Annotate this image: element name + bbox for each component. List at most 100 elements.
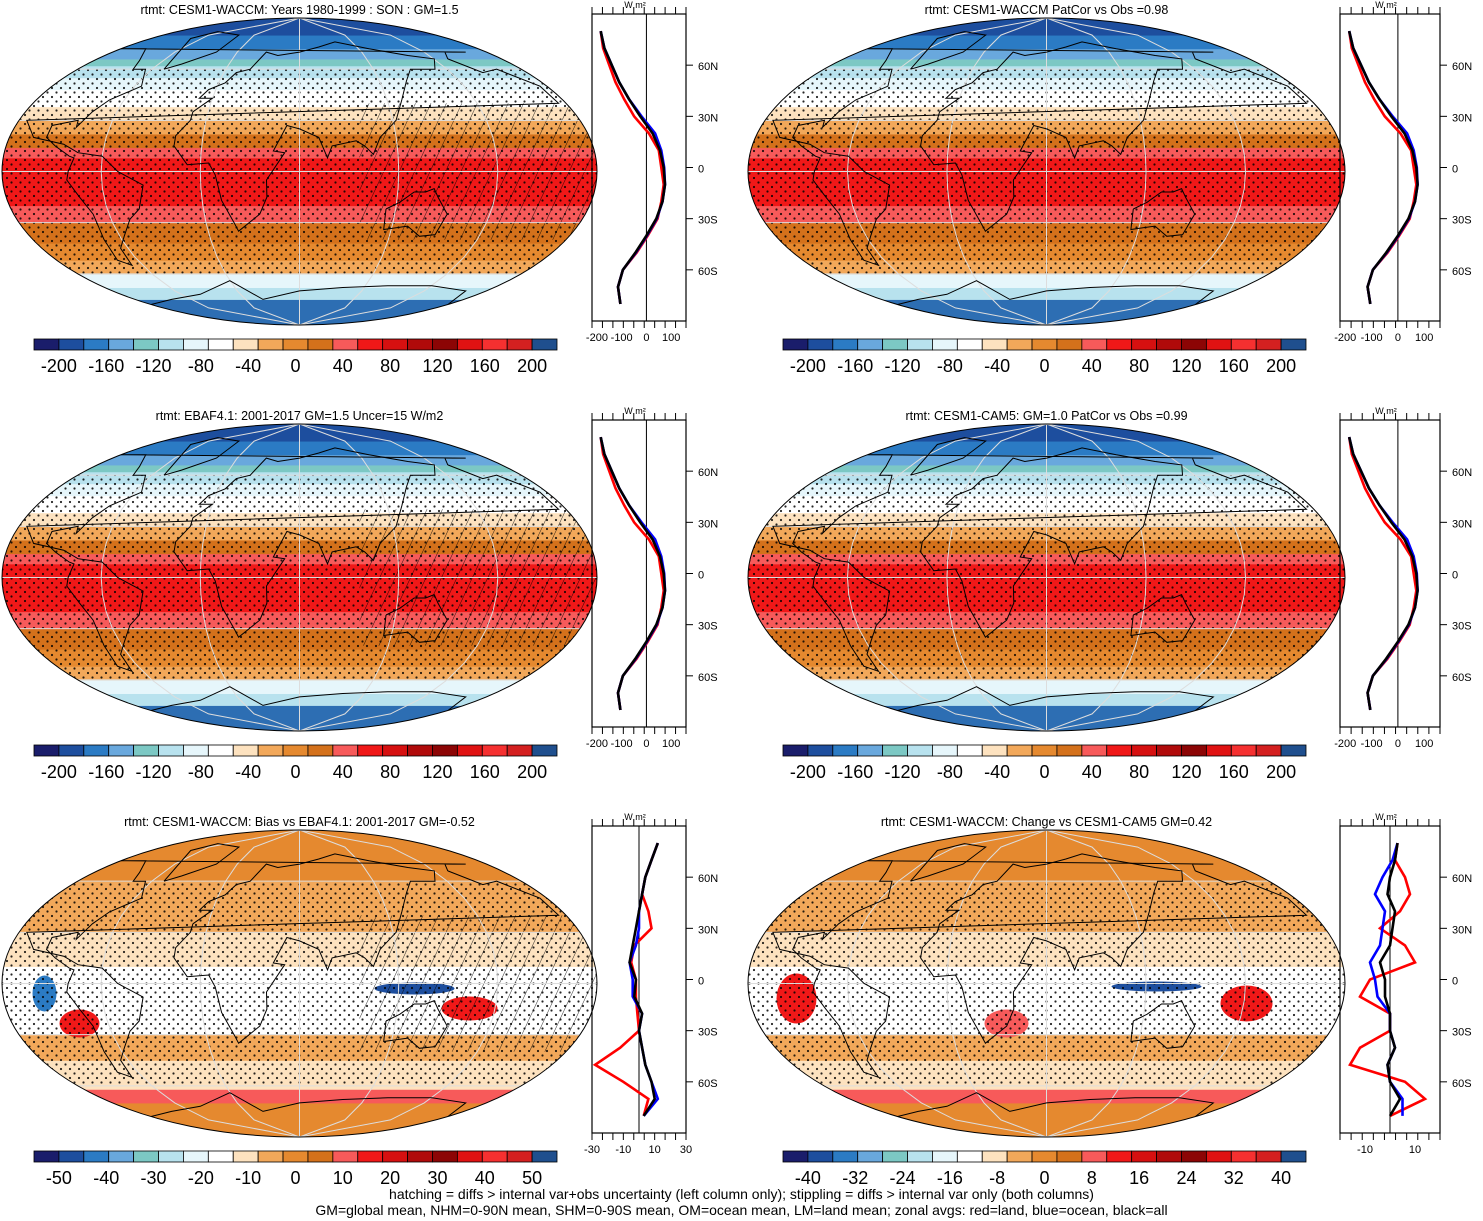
colorbar-swatch	[857, 1150, 884, 1163]
colorbar-swatch	[382, 338, 408, 351]
zonal-frame	[1339, 13, 1441, 322]
colorbar-swatch	[1031, 744, 1058, 757]
colorbar-swatch	[1255, 1150, 1282, 1163]
colorbar-label: -50	[46, 1168, 72, 1188]
colorbar-swatch	[807, 338, 834, 351]
map-title: rtmt: CESM1-CAM5: GM=1.0 PatCor vs Obs =…	[905, 409, 1187, 423]
colorbar-swatch	[332, 1150, 359, 1163]
colorbar-label: -40	[93, 1168, 119, 1188]
coastline	[920, 853, 1184, 1044]
graticule-meridian	[299, 830, 499, 1137]
colorbar-swatch	[506, 338, 533, 351]
lat-tick-label: 30N	[1452, 112, 1472, 124]
graticule-meridian	[1046, 830, 1247, 1137]
colorbar-label: -16	[937, 1168, 963, 1188]
x-tick-label: 0	[1395, 332, 1401, 344]
coastline	[1130, 593, 1196, 643]
colorbar-swatch	[58, 338, 85, 351]
zonal-line-land	[1347, 30, 1418, 305]
lat-tick-label: 0	[698, 976, 704, 988]
colorbar-swatch	[1255, 744, 1282, 757]
coastline	[173, 447, 436, 638]
colorbar-label: 10	[333, 1168, 353, 1188]
colorbar-swatch	[257, 744, 284, 757]
coastline	[772, 860, 1308, 1079]
x-tick-label: 0	[643, 738, 649, 750]
units-label: W m²	[624, 0, 646, 10]
colorbar-swatch	[1181, 1150, 1207, 1163]
colorbar-label: -200	[790, 762, 826, 782]
coastline	[26, 454, 560, 673]
lat-tick-label: 30S	[698, 621, 718, 633]
lat-tick-label: 60S	[1452, 266, 1472, 278]
lat-tick-label: 0	[1452, 570, 1458, 582]
graticule-meridian	[299, 830, 400, 1137]
lat-tick-label: 60N	[698, 873, 718, 885]
colorbar-label: 120	[422, 356, 452, 376]
units-label: W m²	[1375, 0, 1397, 10]
map-fill	[2, 830, 597, 1137]
colorbar-label: -120	[136, 762, 172, 782]
coastline	[383, 999, 448, 1049]
colorbar-swatch	[232, 338, 259, 351]
footnote-line2: GM=global mean, NHM=0-90N mean, SHM=0-90…	[315, 1202, 1168, 1218]
coastline-antarctica	[150, 280, 467, 305]
zonal-mean-panel: W m² -200 -100 0 100 60N 30N 0 30S 60S	[1334, 406, 1472, 750]
x-tick-label: -100	[611, 332, 633, 344]
colorbar-swatch	[407, 338, 433, 351]
colorbar-swatch	[782, 744, 809, 757]
colorbar-swatch	[158, 744, 184, 757]
lat-tick-label: 60N	[698, 61, 718, 73]
lat-tick-label: 60S	[698, 672, 718, 684]
colorbar-swatch	[1106, 744, 1133, 757]
colorbar: -40 -32 -24 -16 -8 0 8 16 24 32 40	[782, 1150, 1307, 1188]
colorbar-label: -160	[88, 762, 124, 782]
colorbar-label: 80	[1129, 356, 1149, 376]
colorbar-label: -24	[890, 1168, 916, 1188]
colorbar-swatch	[1031, 338, 1058, 351]
colorbar-swatch	[183, 1150, 209, 1163]
x-tick-label: -200	[1334, 738, 1356, 750]
graticule-meridian	[1046, 18, 1147, 325]
colorbar-swatch	[531, 744, 558, 757]
coastline-antarctica	[150, 686, 467, 711]
map-fill	[748, 18, 1345, 325]
colorbar-swatch	[407, 1150, 433, 1163]
zonal-line-all	[1347, 436, 1419, 711]
colorbar-label: 80	[380, 356, 400, 376]
coastline	[920, 41, 1184, 232]
coastline	[173, 853, 436, 1044]
colorbar-label: 40	[1082, 762, 1102, 782]
colorbar: -200 -160 -120 -80 -40 0 40 80 120 160 200	[782, 338, 1307, 376]
colorbar-swatch	[1205, 338, 1232, 351]
graticule-meridian	[946, 18, 1047, 325]
colorbar-label: 160	[470, 356, 500, 376]
graticule-meridian	[1046, 424, 1147, 731]
zonal-mean-panel: W m² -10 10 60N 30N 0 30S 60S	[1339, 812, 1472, 1156]
colorbar-swatch	[282, 1150, 309, 1163]
colorbar-label: 0	[1039, 356, 1049, 376]
colorbar-swatch	[907, 1150, 933, 1163]
colorbar-label: -80	[188, 762, 214, 782]
colorbar-swatch	[382, 744, 408, 757]
coastline-antarctica	[150, 1092, 467, 1117]
colorbar-swatch	[183, 744, 209, 757]
x-tick-label: 100	[662, 332, 680, 344]
map-border	[1, 829, 598, 1138]
map-fill	[2, 424, 597, 731]
x-tick-label: 100	[1415, 332, 1433, 344]
x-tick-label: -30	[584, 1144, 600, 1156]
map-fill	[2, 18, 597, 325]
graticule-meridian	[100, 830, 300, 1137]
colorbar: -50 -40 -30 -20 -10 0 10 20 30 40 50	[33, 1150, 558, 1188]
colorbar-swatch	[357, 338, 384, 351]
graticule-meridian	[199, 830, 300, 1137]
colorbar-swatch	[1181, 338, 1207, 351]
colorbar-swatch	[1230, 1150, 1257, 1163]
coastline	[173, 41, 436, 232]
map-title: rtmt: EBAF4.1: 2001-2017 GM=1.5 Uncer=15…	[156, 409, 444, 423]
colorbar-swatch	[1006, 744, 1033, 757]
x-tick-label: -200	[586, 738, 608, 750]
colorbar-swatch	[133, 744, 159, 757]
colorbar-swatch	[1056, 1150, 1083, 1163]
